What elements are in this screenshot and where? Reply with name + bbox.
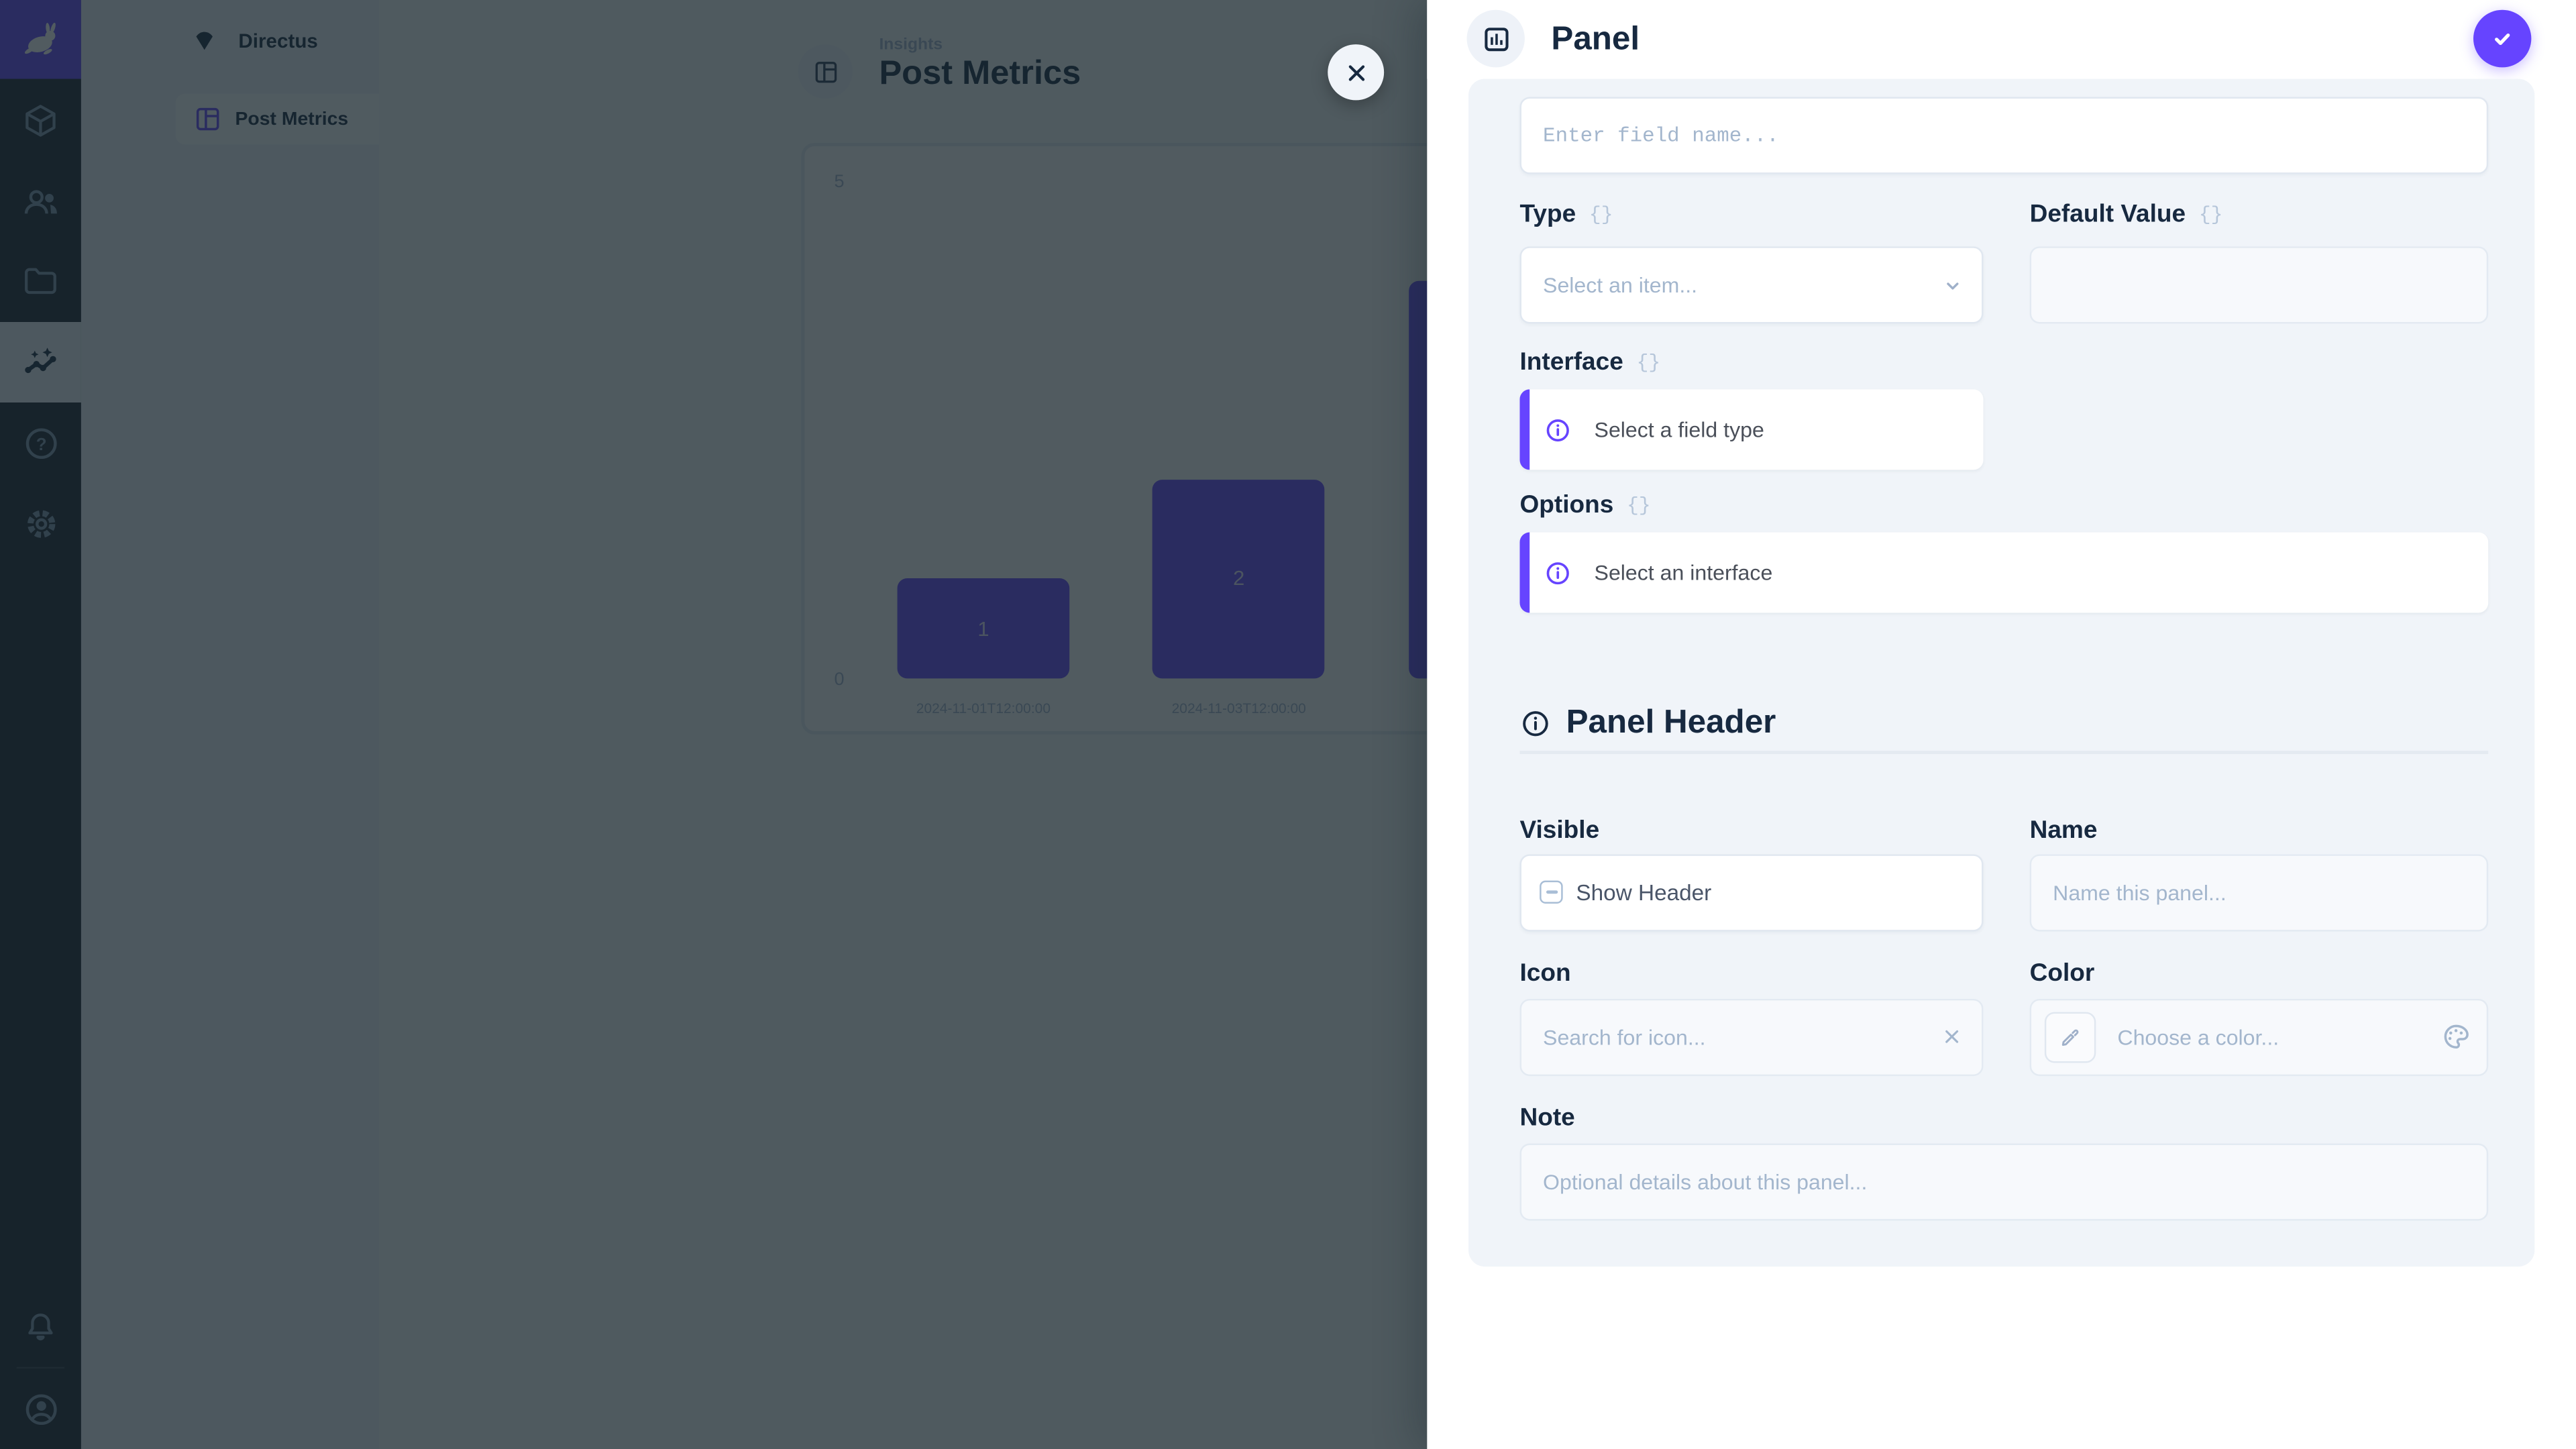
- interface-label: Interface: [1519, 348, 1623, 376]
- panel-form: Type {} Default Value {}: [1468, 78, 2535, 1267]
- type-label-row: Type {}: [1519, 200, 1984, 229]
- note-input-wrap: [1519, 1142, 2489, 1220]
- icon-search-input-wrap: [1519, 998, 1984, 1075]
- eyedropper-icon: [2058, 1024, 2083, 1049]
- panel-name-input-wrap: [2029, 853, 2489, 931]
- info-icon: [1545, 417, 1571, 443]
- icon-search-input[interactable]: [1521, 1000, 1982, 1074]
- raw-value-icon[interactable]: {}: [1627, 494, 1651, 518]
- panel-chart-icon: [1466, 9, 1525, 68]
- options-notice: Select an interface: [1519, 532, 2489, 613]
- type-select[interactable]: [1519, 246, 1984, 324]
- field-name-input-wrap: [1519, 97, 2489, 174]
- interface-label-row: Interface {}: [1519, 348, 1984, 376]
- show-header-checkbox-field[interactable]: Show Header: [1519, 853, 1984, 931]
- options-notice-text: Select an interface: [1594, 560, 1773, 585]
- icon-label: Icon: [1519, 958, 1571, 987]
- panel-drawer: Panel Type {} Defau: [1427, 0, 2576, 1449]
- color-label: Color: [2029, 958, 2095, 987]
- panel-header-section-heading: Panel Header: [1520, 705, 2489, 743]
- color-swatch-button[interactable]: [2044, 1011, 2096, 1063]
- info-icon: [1520, 708, 1552, 740]
- info-icon: [1545, 559, 1571, 586]
- clear-icon[interactable]: [1940, 1025, 1964, 1048]
- default-value-label: Default Value: [2029, 200, 2186, 229]
- interface-notice-text: Select a field type: [1594, 417, 1764, 442]
- chevron-down-icon: [1940, 273, 1965, 298]
- note-label: Note: [1519, 1103, 1575, 1132]
- default-value-input-wrap: [2029, 246, 2489, 324]
- color-input[interactable]: [2096, 1000, 2487, 1074]
- name-label: Name: [2029, 815, 2098, 844]
- section-heading-text: Panel Header: [1566, 704, 1776, 741]
- check-icon: [2487, 23, 2518, 54]
- raw-value-icon[interactable]: {}: [1589, 203, 1613, 227]
- options-label-row: Options {}: [1519, 491, 1984, 519]
- raw-value-icon[interactable]: {}: [2198, 203, 2223, 227]
- field-name-input[interactable]: [1521, 98, 2487, 173]
- visible-label: Visible: [1519, 815, 1600, 844]
- palette-icon[interactable]: [2440, 1021, 2472, 1053]
- checkbox-indeterminate-icon[interactable]: [1540, 880, 1563, 904]
- default-value-input[interactable]: [2031, 248, 2487, 323]
- panel-name-input[interactable]: [2031, 855, 2487, 929]
- type-select-input[interactable]: [1521, 248, 1982, 323]
- type-label: Type: [1519, 200, 1576, 229]
- color-input-wrap: [2029, 998, 2489, 1075]
- section-divider: [1519, 751, 2489, 753]
- options-label: Options: [1519, 491, 1614, 519]
- show-header-label: Show Header: [1576, 879, 1712, 905]
- drawer-header: Panel: [1427, 0, 2576, 79]
- drawer-title: Panel: [1551, 21, 1640, 58]
- close-icon: [1342, 58, 1370, 87]
- interface-notice: Select a field type: [1519, 389, 1984, 470]
- close-button[interactable]: [1328, 44, 1385, 101]
- default-value-label-row: Default Value {}: [2029, 200, 2489, 229]
- note-input[interactable]: [1521, 1144, 2487, 1218]
- raw-value-icon[interactable]: {}: [1636, 352, 1661, 375]
- save-button[interactable]: [2473, 9, 2532, 68]
